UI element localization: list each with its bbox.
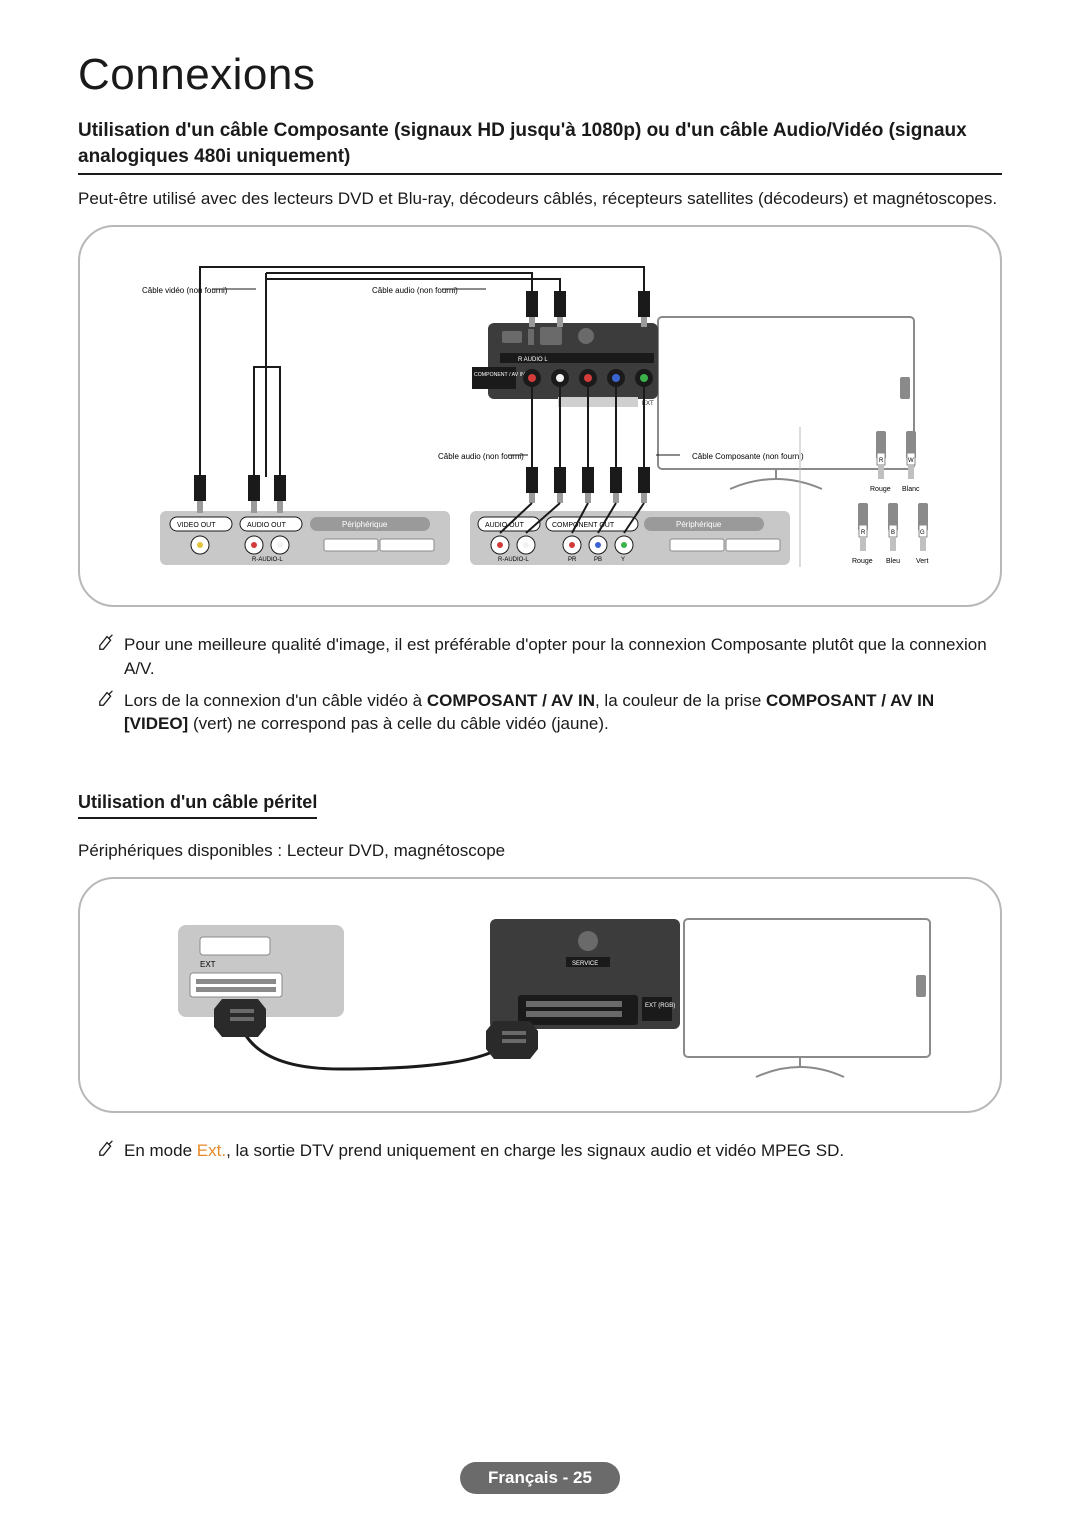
svg-text:PB: PB bbox=[594, 557, 602, 563]
svg-text:SERVICE: SERVICE bbox=[572, 961, 598, 967]
svg-text:EXT (RGB): EXT (RGB) bbox=[645, 1003, 675, 1009]
svg-text:Périphérique: Périphérique bbox=[676, 520, 722, 529]
svg-text:Câble Composante (non fourni): Câble Composante (non fourni) bbox=[692, 452, 804, 461]
section2-intro: Périphériques disponibles : Lecteur DVD,… bbox=[78, 839, 1002, 863]
svg-text:EXT: EXT bbox=[200, 960, 216, 969]
svg-text:R-AUDIO-L: R-AUDIO-L bbox=[498, 557, 529, 563]
note-2-text: Lors de la connexion d'un câble vidéo à … bbox=[124, 689, 1002, 737]
note-1: Pour une meilleure qualité d'image, il e… bbox=[78, 633, 1002, 681]
svg-text:Rouge: Rouge bbox=[852, 558, 873, 565]
svg-text:Rouge: Rouge bbox=[870, 486, 891, 493]
svg-text:Vert: Vert bbox=[916, 558, 929, 565]
svg-text:VIDEO OUT: VIDEO OUT bbox=[177, 522, 216, 529]
svg-text:R-AUDIO-L: R-AUDIO-L bbox=[252, 557, 283, 563]
svg-text:Câble vidéo (non fourni): Câble vidéo (non fourni) bbox=[142, 286, 228, 295]
svg-text:AUDIO OUT: AUDIO OUT bbox=[247, 522, 287, 529]
svg-text:G: G bbox=[920, 530, 925, 536]
svg-text:Blanc: Blanc bbox=[902, 486, 920, 493]
svg-text:Périphérique: Périphérique bbox=[342, 520, 388, 529]
page-footer: Français - 25 bbox=[460, 1462, 620, 1494]
note-1-text: Pour une meilleure qualité d'image, il e… bbox=[124, 633, 1002, 681]
svg-text:COMPONENT OUT: COMPONENT OUT bbox=[552, 522, 615, 529]
note-icon bbox=[98, 689, 116, 707]
svg-text:PR: PR bbox=[568, 557, 577, 563]
note-3-text: En mode Ext., la sortie DTV prend unique… bbox=[124, 1139, 844, 1163]
svg-text:Bleu: Bleu bbox=[886, 558, 900, 565]
svg-text:R: R bbox=[861, 530, 866, 536]
note-2: Lors de la connexion d'un câble vidéo à … bbox=[78, 689, 1002, 737]
section2-title: Utilisation d'un câble péritel bbox=[78, 792, 317, 819]
page-title: Connexions bbox=[78, 50, 1002, 100]
diagram1-svg: R AUDIO L COMPONENT / AV IN EXT bbox=[80, 227, 1000, 605]
section1-intro: Peut-être utilisé avec des lecteurs DVD … bbox=[78, 187, 1002, 211]
note-3: En mode Ext., la sortie DTV prend unique… bbox=[78, 1139, 1002, 1163]
note-icon bbox=[98, 633, 116, 651]
svg-text:R: R bbox=[879, 458, 884, 464]
diagram2-svg: EXT SERVICE EXT (RGB) bbox=[80, 879, 1000, 1111]
svg-text:Câble audio (non fourni): Câble audio (non fourni) bbox=[372, 286, 458, 295]
svg-text:B: B bbox=[891, 530, 895, 536]
svg-text:W: W bbox=[908, 458, 914, 464]
svg-text:COMPONENT / AV IN: COMPONENT / AV IN bbox=[474, 372, 525, 378]
note-icon bbox=[98, 1139, 116, 1157]
diagram-scart: EXT SERVICE EXT (RGB) bbox=[78, 877, 1002, 1113]
section1-subtitle: Utilisation d'un câble Composante (signa… bbox=[78, 118, 1002, 175]
svg-text:Y: Y bbox=[621, 557, 625, 563]
svg-text:R AUDIO L: R AUDIO L bbox=[518, 357, 548, 363]
diagram-component-av: R AUDIO L COMPONENT / AV IN EXT bbox=[78, 225, 1002, 607]
svg-text:Câble audio (non fourni): Câble audio (non fourni) bbox=[438, 452, 524, 461]
